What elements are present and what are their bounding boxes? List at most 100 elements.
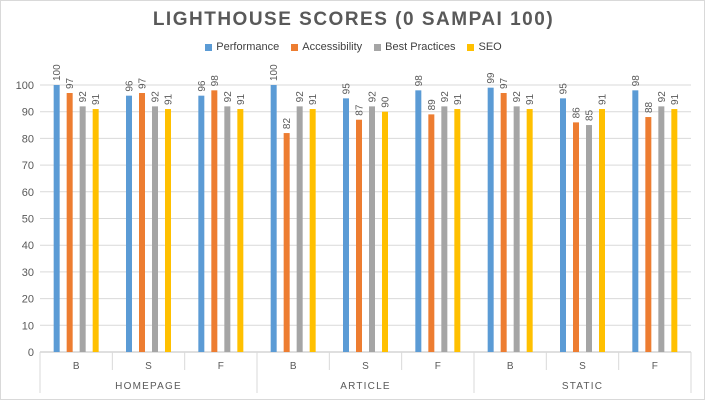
bar xyxy=(454,109,461,352)
y-tick-label: 50 xyxy=(22,214,34,226)
x-tick-label: B xyxy=(73,361,80,372)
y-tick-label: 0 xyxy=(28,347,34,359)
bar xyxy=(428,114,435,353)
data-label: 95 xyxy=(342,83,353,95)
data-label: 88 xyxy=(644,101,655,113)
data-label: 91 xyxy=(670,93,681,105)
x-tick-label: F xyxy=(218,361,224,372)
bar xyxy=(487,87,494,353)
legend-label: Best Practices xyxy=(385,41,456,53)
bar xyxy=(92,109,99,352)
legend-swatch xyxy=(205,43,213,51)
bar xyxy=(237,109,244,352)
data-label: 92 xyxy=(657,91,668,103)
data-label: 98 xyxy=(631,75,642,87)
data-label: 97 xyxy=(499,77,510,89)
legend-item: Performance xyxy=(205,41,279,53)
bar xyxy=(165,109,171,352)
data-label: 98 xyxy=(210,75,221,87)
data-label: 86 xyxy=(572,107,583,119)
x-tick-label: B xyxy=(290,361,297,372)
y-tick-label: 70 xyxy=(22,160,34,172)
data-label: 91 xyxy=(598,93,609,105)
y-tick-label: 100 xyxy=(16,80,34,92)
bar xyxy=(152,106,158,352)
data-label: 96 xyxy=(125,80,136,92)
bar xyxy=(415,90,422,352)
bar xyxy=(139,93,145,352)
data-label: 90 xyxy=(381,96,392,108)
group-label: ARTICLE xyxy=(340,381,390,392)
data-label: 91 xyxy=(308,93,319,105)
bar xyxy=(573,122,579,352)
data-label: 92 xyxy=(151,91,162,103)
data-label: 97 xyxy=(65,77,76,89)
data-label: 92 xyxy=(295,91,306,103)
legend-swatch xyxy=(291,43,299,51)
data-label: 92 xyxy=(223,91,234,103)
data-label: 91 xyxy=(453,93,464,105)
bar xyxy=(382,111,388,352)
legend-label: Accessibility xyxy=(302,41,363,53)
bar xyxy=(441,106,448,352)
x-tick-label: S xyxy=(579,361,586,372)
bar xyxy=(513,106,520,352)
x-tick-label: F xyxy=(435,361,441,372)
bar xyxy=(66,93,73,352)
x-tick-label: S xyxy=(362,361,369,372)
data-label: 91 xyxy=(236,93,247,105)
y-tick-label: 20 xyxy=(22,294,34,306)
bar xyxy=(283,133,290,352)
bar xyxy=(356,119,362,353)
legend-item: Best Practices xyxy=(374,41,455,53)
legend-item: SEO xyxy=(467,41,502,53)
bar xyxy=(645,117,652,352)
bar xyxy=(658,106,665,352)
data-label: 89 xyxy=(427,99,438,111)
bar xyxy=(632,90,639,352)
bar xyxy=(53,85,60,352)
x-tick-label: S xyxy=(145,361,152,372)
bar xyxy=(79,106,86,352)
bar xyxy=(126,95,132,353)
bar xyxy=(296,106,303,352)
y-tick-label: 60 xyxy=(22,187,34,199)
data-label: 99 xyxy=(486,72,497,84)
bar xyxy=(309,109,316,352)
data-label: 92 xyxy=(440,91,451,103)
group-label: STATIC xyxy=(562,381,603,392)
data-label: 100 xyxy=(269,64,280,81)
data-label: 98 xyxy=(414,75,425,87)
bar xyxy=(270,85,277,352)
chart-legend: Performance Accessibility Best Practices SE… xyxy=(1,41,705,53)
bar xyxy=(599,109,605,352)
data-label: 91 xyxy=(91,93,102,105)
x-tick-label: B xyxy=(507,361,514,372)
data-label: 95 xyxy=(559,83,570,95)
y-tick-label: 30 xyxy=(22,267,34,279)
data-label: 82 xyxy=(282,117,293,129)
y-tick-label: 80 xyxy=(22,133,34,145)
data-label: 96 xyxy=(197,80,208,92)
data-label: 92 xyxy=(368,91,379,103)
legend-label: SEO xyxy=(478,41,502,53)
data-label: 100 xyxy=(52,64,63,81)
bar xyxy=(343,98,349,352)
legend-item: Accessibility xyxy=(291,41,362,53)
legend-swatch xyxy=(467,43,475,51)
data-label: 91 xyxy=(525,93,536,105)
y-tick-label: 40 xyxy=(22,240,34,252)
bar xyxy=(369,106,375,352)
bar xyxy=(671,109,678,352)
data-label: 87 xyxy=(355,104,366,116)
bar xyxy=(560,98,566,352)
data-label: 91 xyxy=(164,93,175,105)
bar xyxy=(224,106,231,352)
y-tick-label: 10 xyxy=(22,320,34,332)
bar xyxy=(586,125,592,352)
bar xyxy=(526,109,533,352)
group-label: HOMEPAGE xyxy=(115,381,182,392)
data-label: 92 xyxy=(78,91,89,103)
